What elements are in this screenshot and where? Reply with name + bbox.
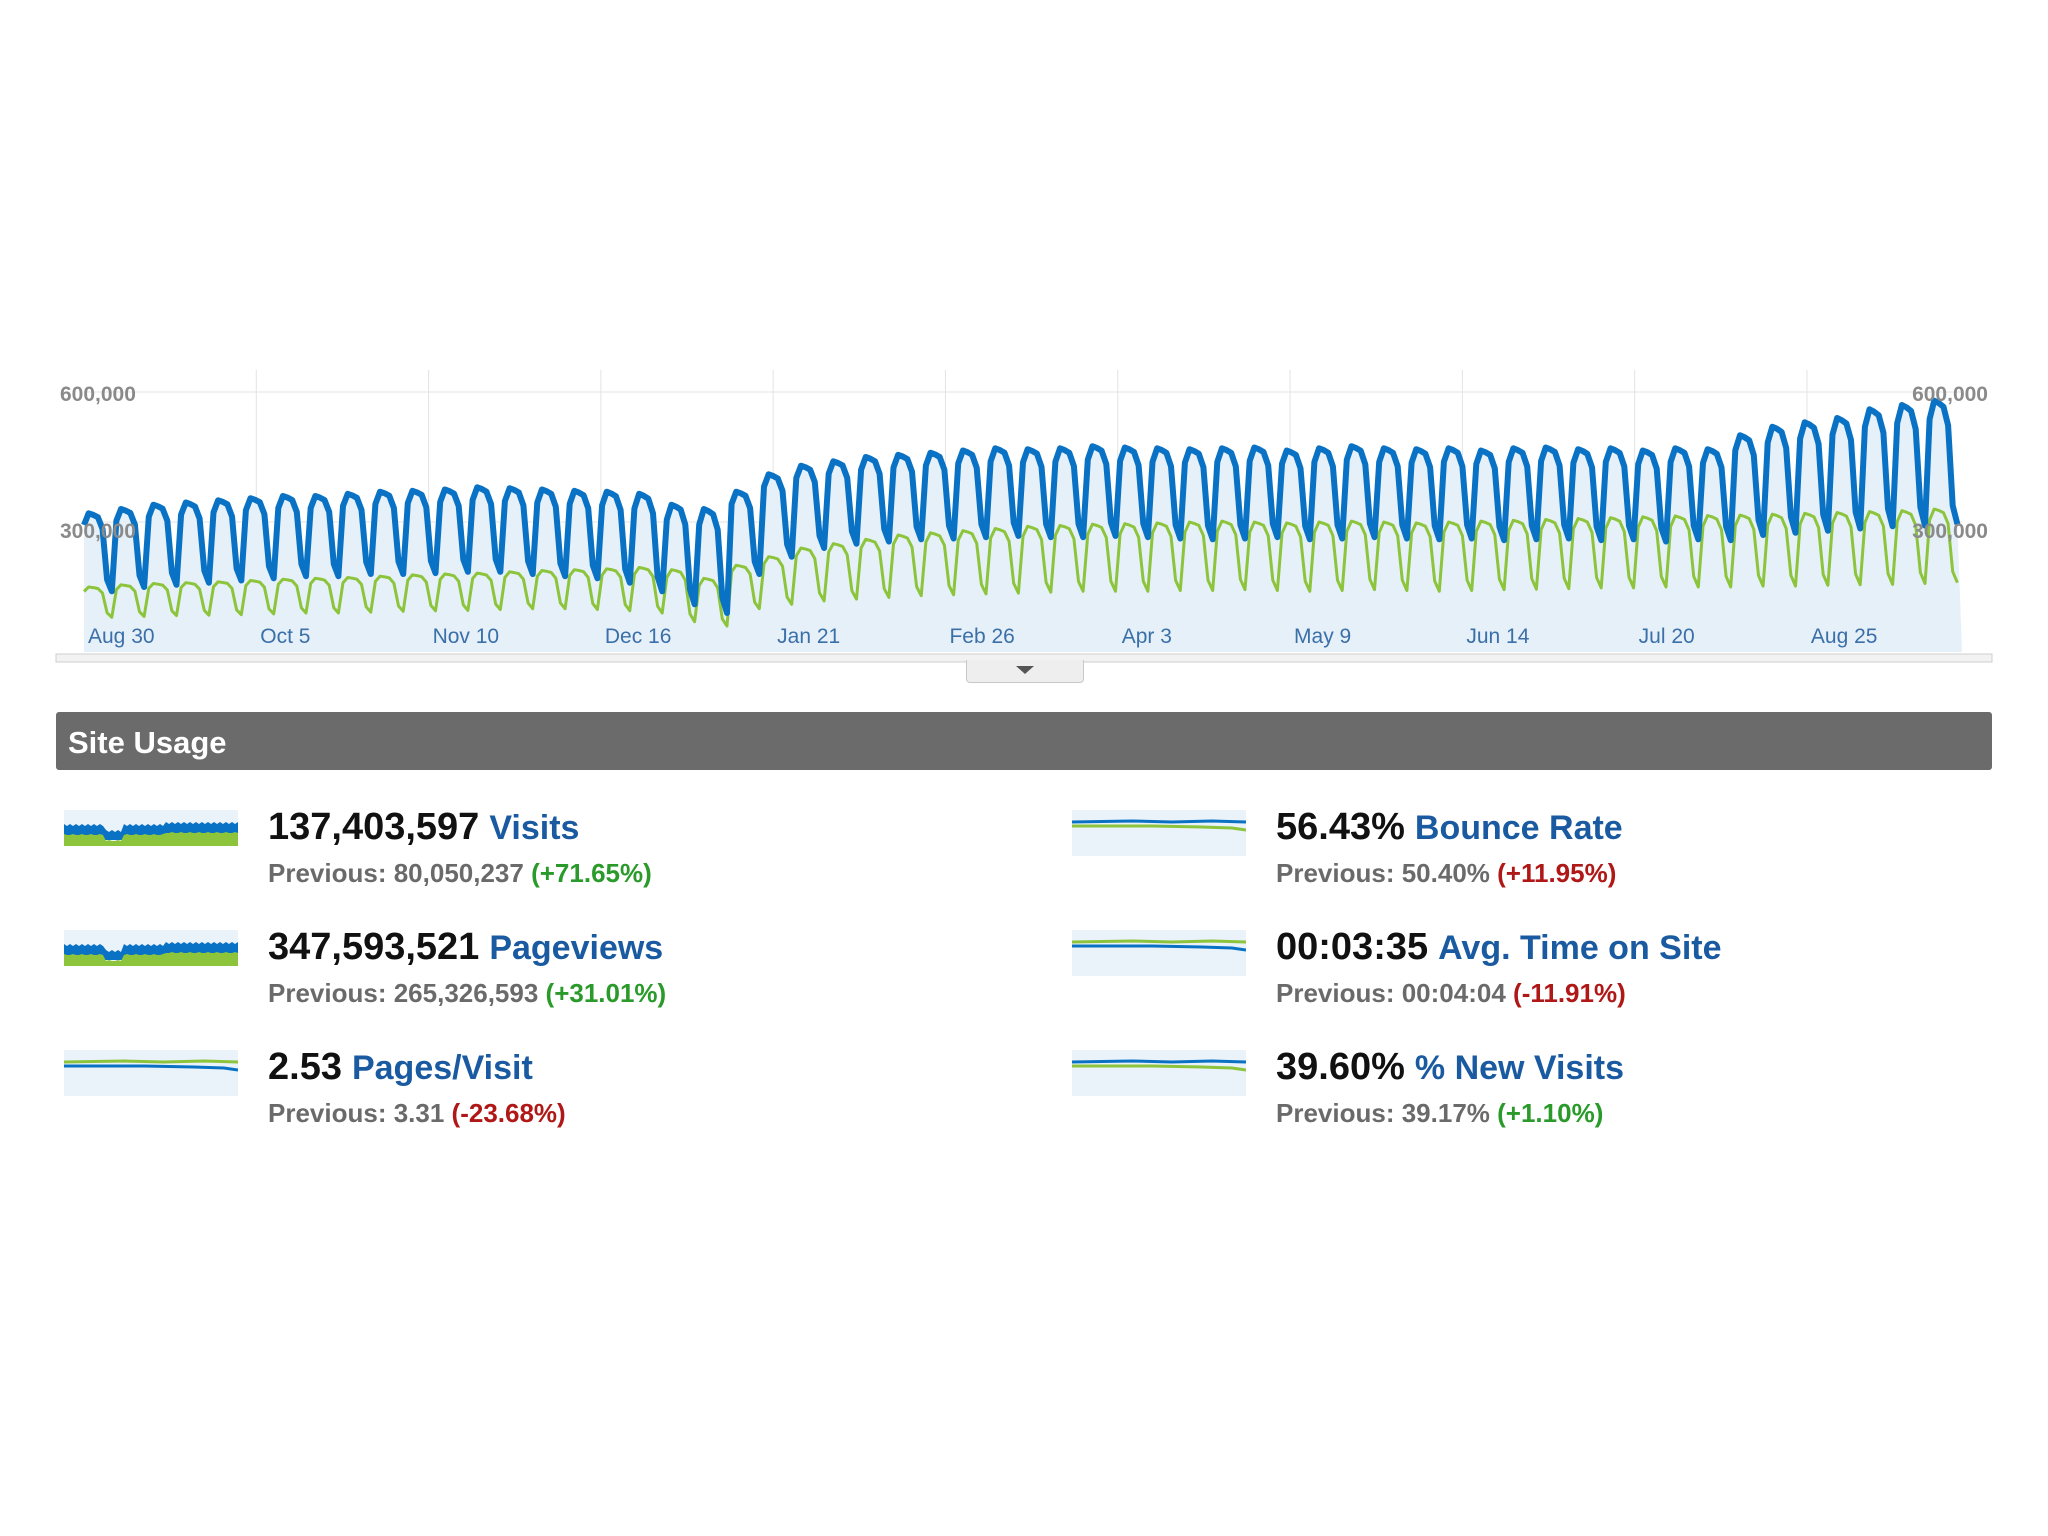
x-tick-label: Aug 30 xyxy=(88,625,155,648)
x-tick-label: Oct 5 xyxy=(260,625,310,648)
pages-per-visit-sparkline xyxy=(64,1050,238,1096)
visits-sparkline xyxy=(64,810,238,856)
metric-value: 2.53 xyxy=(268,1046,342,1088)
metric-value: 347,593,521 xyxy=(268,926,480,968)
metric-visits: 137,403,597 Visits Previous: 80,050,237 (… xyxy=(56,806,1006,906)
sparkline-bottom-line xyxy=(1072,824,1246,832)
pageviews-sparkline xyxy=(64,930,238,976)
sparkline-bottom-line xyxy=(1072,1064,1246,1072)
metric-pageviews: 347,593,521 Pageviews Previous: 265,326,5… xyxy=(56,926,1006,1026)
x-tick-label: Nov 10 xyxy=(433,625,500,648)
metric-previous: Previous: 50.40% xyxy=(1276,858,1490,888)
metric-bounce-rate: 56.43% Bounce Rate Previous: 50.40% (+11.… xyxy=(1064,806,2014,906)
current-series-line xyxy=(81,397,1961,616)
previous-series-line xyxy=(82,507,1959,628)
sparkline-top-line xyxy=(1072,939,1246,944)
sparkline-top-line xyxy=(64,1059,238,1064)
sparkline-blank xyxy=(64,846,238,856)
metric-previous: Previous: 39.17% xyxy=(1276,1098,1490,1128)
metric-change: (+11.95%) xyxy=(1497,858,1617,888)
sparkline-background xyxy=(1072,930,1246,976)
metric-previous: Previous: 80,050,237 xyxy=(268,858,524,888)
sparkline-top-line xyxy=(1072,819,1246,824)
x-tick-label: Jan 21 xyxy=(777,625,840,648)
x-tick-label: Jul 20 xyxy=(1639,625,1695,648)
metric-label-link[interactable]: % New Visits xyxy=(1414,1049,1625,1087)
sparkline-background xyxy=(64,1050,238,1096)
metric-change: (-23.68%) xyxy=(451,1098,566,1128)
metric-label-link[interactable]: Visits xyxy=(489,809,580,847)
x-tick-label: May 9 xyxy=(1294,625,1351,648)
metric-previous: Previous: 00:04:04 xyxy=(1276,978,1506,1008)
chart-collapse-toggle[interactable] xyxy=(966,660,1084,683)
chevron-down-icon xyxy=(1016,666,1034,674)
traffic-line-chart: Aug 30 Oct 5 Nov 10 Dec 16 Jan 21 Feb 26 Apr 3… xyxy=(55,370,1993,663)
metric-value: 137,403,597 xyxy=(268,806,480,848)
x-tick-label: Feb 26 xyxy=(949,625,1014,648)
metric-label-link[interactable]: Avg. Time on Site xyxy=(1438,929,1722,967)
metric-change: (+1.10%) xyxy=(1497,1098,1604,1128)
metric-change: (-11.91%) xyxy=(1513,978,1626,1008)
y-axis-right-mid-label: 300,000 xyxy=(1912,520,1988,543)
metric-change: (+31.01%) xyxy=(545,978,667,1008)
x-tick-label: Dec 16 xyxy=(605,625,672,648)
metric-previous: Previous: 265,326,593 xyxy=(268,978,539,1008)
site-usage-title: Site Usage xyxy=(68,725,227,760)
x-tick-label: Aug 25 xyxy=(1811,625,1878,648)
avg-time-on-site-sparkline xyxy=(1072,930,1246,976)
sparkline-previous-fill xyxy=(64,832,238,846)
traffic-chart: Aug 30 Oct 5 Nov 10 Dec 16 Jan 21 Feb 26 Apr 3… xyxy=(0,0,2048,700)
metric-value: 39.60% xyxy=(1276,1046,1405,1088)
sparkline-bottom-line xyxy=(64,1064,238,1072)
metric-pages-per-visit: 2.53 Pages/Visit Previous: 3.31 (-23.68%) xyxy=(56,1046,1006,1146)
metric-label-link[interactable]: Pageviews xyxy=(489,929,664,967)
new-visits-sparkline xyxy=(1072,1050,1246,1096)
sparkline-background xyxy=(1072,810,1246,856)
y-axis-right-max-label: 600,000 xyxy=(1912,383,1988,406)
sparkline-previous-fill xyxy=(64,952,238,966)
sparkline-bottom-line xyxy=(1072,944,1246,952)
metric-value: 56.43% xyxy=(1276,806,1405,848)
y-axis-left-mid-label: 300,000 xyxy=(60,520,136,543)
metric-new-visits: 39.60%% New Visits Previous: 39.17% (+1.… xyxy=(1064,1046,2014,1146)
sparkline-background xyxy=(1072,1050,1246,1096)
metric-label-link[interactable]: Pages/Visit xyxy=(351,1049,533,1087)
site-usage-header: Site Usage xyxy=(56,712,1992,770)
metric-label-link[interactable]: Bounce Rate xyxy=(1414,809,1623,847)
x-tick-label: Apr 3 xyxy=(1122,625,1172,648)
y-axis-left-max-label: 600,000 xyxy=(60,383,136,406)
sparkline-top-line xyxy=(1072,1059,1246,1064)
metric-value: 00:03:35 xyxy=(1276,926,1429,968)
metric-change: (+71.65%) xyxy=(531,858,652,888)
metric-previous: Previous: 3.31 xyxy=(268,1098,445,1128)
metric-avg-time-on-site: 00:03:35 Avg. Time on Site Previous: 00:0… xyxy=(1064,926,2014,1026)
sparkline-blank xyxy=(64,966,238,976)
x-tick-label: Jun 14 xyxy=(1466,625,1529,648)
bounce-rate-sparkline xyxy=(1072,810,1246,856)
